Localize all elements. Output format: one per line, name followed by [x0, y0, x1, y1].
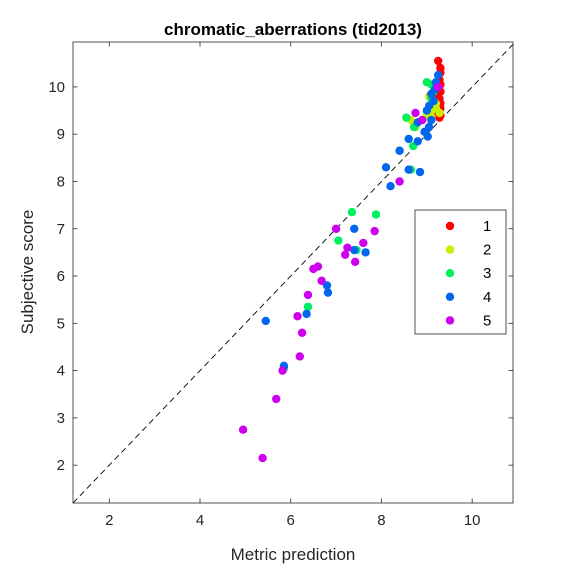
data-point — [347, 208, 357, 217]
data-point — [331, 224, 341, 233]
data-point — [309, 264, 318, 274]
data-point — [261, 316, 270, 326]
series-5 — [238, 82, 443, 463]
data-point — [258, 453, 267, 463]
data-point — [370, 226, 379, 236]
data-point — [334, 236, 343, 245]
data-point — [297, 328, 307, 337]
data-point — [303, 302, 313, 311]
legend: 1 2 3 4 5 — [414, 209, 507, 335]
y-tick-label: 6 — [57, 268, 65, 285]
data-point — [395, 146, 404, 155]
data-point — [404, 165, 413, 174]
data-point — [238, 425, 248, 434]
y-tick-label: 2 — [57, 457, 65, 474]
reference-line-layer — [72, 44, 514, 504]
data-point — [404, 134, 413, 144]
data-point — [302, 309, 311, 319]
legend-label: 5 — [483, 312, 491, 329]
x-tick-label: 2 — [105, 512, 113, 529]
x-tick-label: 6 — [287, 512, 295, 529]
axis-ticks-layer: 2 4 6 8 10 2 3 4 5 6 7 8 9 10 — [48, 42, 513, 529]
data-point — [303, 290, 313, 300]
data-point — [323, 288, 333, 297]
x-tick-label: 10 — [464, 512, 481, 529]
data-point — [361, 248, 370, 257]
legend-box — [414, 209, 507, 335]
data-point — [427, 115, 436, 125]
data-point — [418, 115, 427, 125]
data-point — [386, 182, 395, 191]
legend-marker — [445, 245, 455, 254]
data-point — [411, 108, 420, 118]
legend-marker — [445, 221, 455, 231]
legend-marker — [445, 316, 455, 325]
data-point — [435, 108, 444, 118]
y-tick-label: 8 — [57, 173, 65, 190]
data-point — [295, 352, 305, 361]
data-point — [433, 56, 443, 66]
data-point — [381, 163, 391, 172]
data-point — [402, 113, 411, 122]
legend-label: 2 — [483, 242, 491, 259]
y-tick-label: 4 — [57, 363, 65, 380]
data-point — [359, 238, 368, 248]
y-tick-label: 9 — [57, 126, 65, 143]
reference-line-y-equals-x — [72, 44, 514, 504]
x-tick-label: 4 — [196, 512, 204, 529]
data-point — [343, 243, 352, 252]
data-point — [278, 366, 287, 375]
data-point — [293, 312, 302, 321]
x-axis-label: Metric prediction — [231, 545, 356, 564]
legend-marker — [445, 292, 455, 301]
y-tick-label: 5 — [57, 315, 65, 332]
legend-label: 4 — [483, 289, 491, 306]
data-point — [422, 106, 432, 115]
y-tick-label: 10 — [48, 79, 65, 96]
data-point — [415, 167, 425, 177]
data-point — [423, 132, 432, 141]
x-tick-label: 8 — [377, 512, 385, 529]
data-point — [350, 257, 360, 267]
series-4 — [261, 70, 443, 371]
data-point — [322, 281, 332, 290]
data-point — [395, 177, 404, 186]
data-point — [350, 245, 359, 255]
y-tick-label: 3 — [57, 410, 65, 427]
data-point — [340, 250, 350, 259]
data-point — [317, 276, 326, 285]
legend-marker — [445, 269, 455, 278]
plot-frame — [72, 41, 514, 504]
data-point — [433, 70, 443, 80]
data-points-layer — [238, 56, 445, 463]
chart-title: chromatic_aberrations (tid2013) — [164, 20, 422, 39]
data-point — [371, 210, 381, 219]
data-point — [427, 89, 436, 99]
data-point — [413, 137, 422, 146]
data-point — [272, 394, 281, 404]
data-point — [433, 82, 443, 92]
y-tick-label: 7 — [57, 221, 65, 238]
legend-label: 1 — [483, 218, 491, 235]
legend-label: 3 — [483, 265, 491, 282]
data-point — [350, 224, 359, 233]
y-axis-label: Subjective score — [18, 210, 37, 335]
